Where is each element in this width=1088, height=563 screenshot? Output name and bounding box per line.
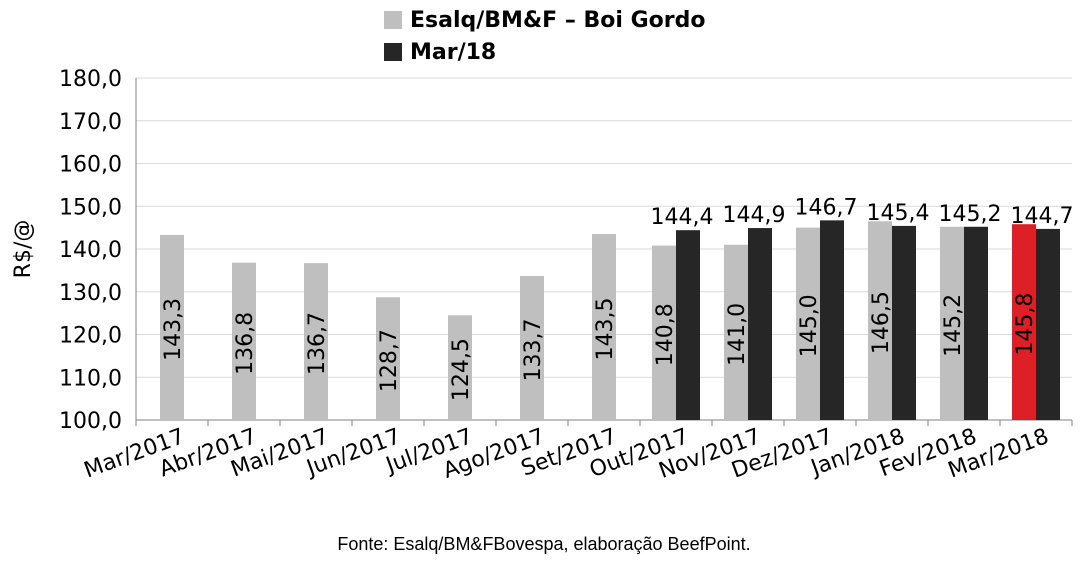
data-label-mar18: 144,4 (651, 205, 714, 230)
y-axis-title: R$/@ (11, 220, 36, 279)
y-tick-label: 120,0 (59, 324, 122, 349)
legend-item-esalq: Esalq/BM&F – Boi Gordo (384, 4, 705, 36)
bar-esalq (232, 262, 256, 420)
y-tick-label: 140,0 (59, 238, 122, 263)
legend-label-mar18: Mar/18 (410, 39, 497, 65)
data-label-mar18: 144,7 (1011, 204, 1074, 229)
bar-esalq (652, 245, 676, 420)
data-label-mar18: 145,2 (939, 202, 1002, 227)
y-tick-label: 110,0 (59, 366, 122, 391)
bar-esalq (796, 227, 820, 420)
y-tick-label: 160,0 (59, 153, 122, 178)
bar-esalq (520, 275, 544, 420)
legend-swatch-mar18 (384, 43, 402, 61)
y-tick-label: 150,0 (59, 195, 122, 220)
data-label-esalq: 136,8 (233, 312, 258, 375)
bar-esalq (376, 297, 400, 420)
bar-mar18 (964, 226, 988, 420)
bar-mar18 (820, 220, 844, 420)
bar-mar18 (892, 225, 916, 420)
legend-swatch-esalq (384, 11, 402, 29)
bar-mar18 (676, 230, 700, 420)
bar-esalq (724, 244, 748, 420)
source-note: Fonte: Esalq/BM&FBovespa, elaboração Bee… (337, 534, 751, 554)
data-label-esalq: 136,7 (305, 312, 330, 375)
bar-mar18 (1036, 228, 1060, 420)
y-tick-label: 180,0 (59, 67, 122, 92)
legend: Esalq/BM&F – Boi Gordo Mar/18 (384, 4, 705, 68)
y-tick-label: 130,0 (59, 281, 122, 306)
data-label-esalq: 143,3 (161, 298, 186, 361)
data-label-esalq: 145,0 (797, 294, 822, 357)
bar-esalq (448, 315, 472, 420)
bar-esalq (592, 234, 616, 420)
y-tick-label: 100,0 (59, 409, 122, 434)
bar-mar18 (748, 228, 772, 420)
data-label-esalq: 124,5 (449, 338, 474, 401)
data-label-mar18: 145,4 (867, 201, 930, 226)
bar-esalq (868, 221, 892, 420)
data-label-mar18: 146,7 (795, 195, 858, 220)
y-tick-label: 170,0 (59, 110, 122, 135)
bar-esalq (1012, 224, 1036, 420)
legend-item-mar18: Mar/18 (384, 36, 705, 68)
data-label-esalq: 145,2 (941, 294, 966, 357)
data-label-esalq: 145,8 (1013, 293, 1038, 356)
data-label-esalq: 133,7 (521, 318, 546, 381)
data-label-mar18: 144,9 (723, 203, 786, 228)
legend-label-esalq: Esalq/BM&F – Boi Gordo (410, 7, 706, 33)
data-label-esalq: 140,8 (653, 303, 678, 366)
bar-esalq (940, 226, 964, 420)
data-label-esalq: 146,5 (869, 291, 894, 354)
data-label-esalq: 128,7 (377, 329, 402, 392)
data-label-esalq: 141,0 (725, 303, 750, 366)
data-label-esalq: 143,5 (593, 298, 618, 361)
bar-esalq (304, 263, 328, 420)
bar-esalq (160, 234, 184, 420)
